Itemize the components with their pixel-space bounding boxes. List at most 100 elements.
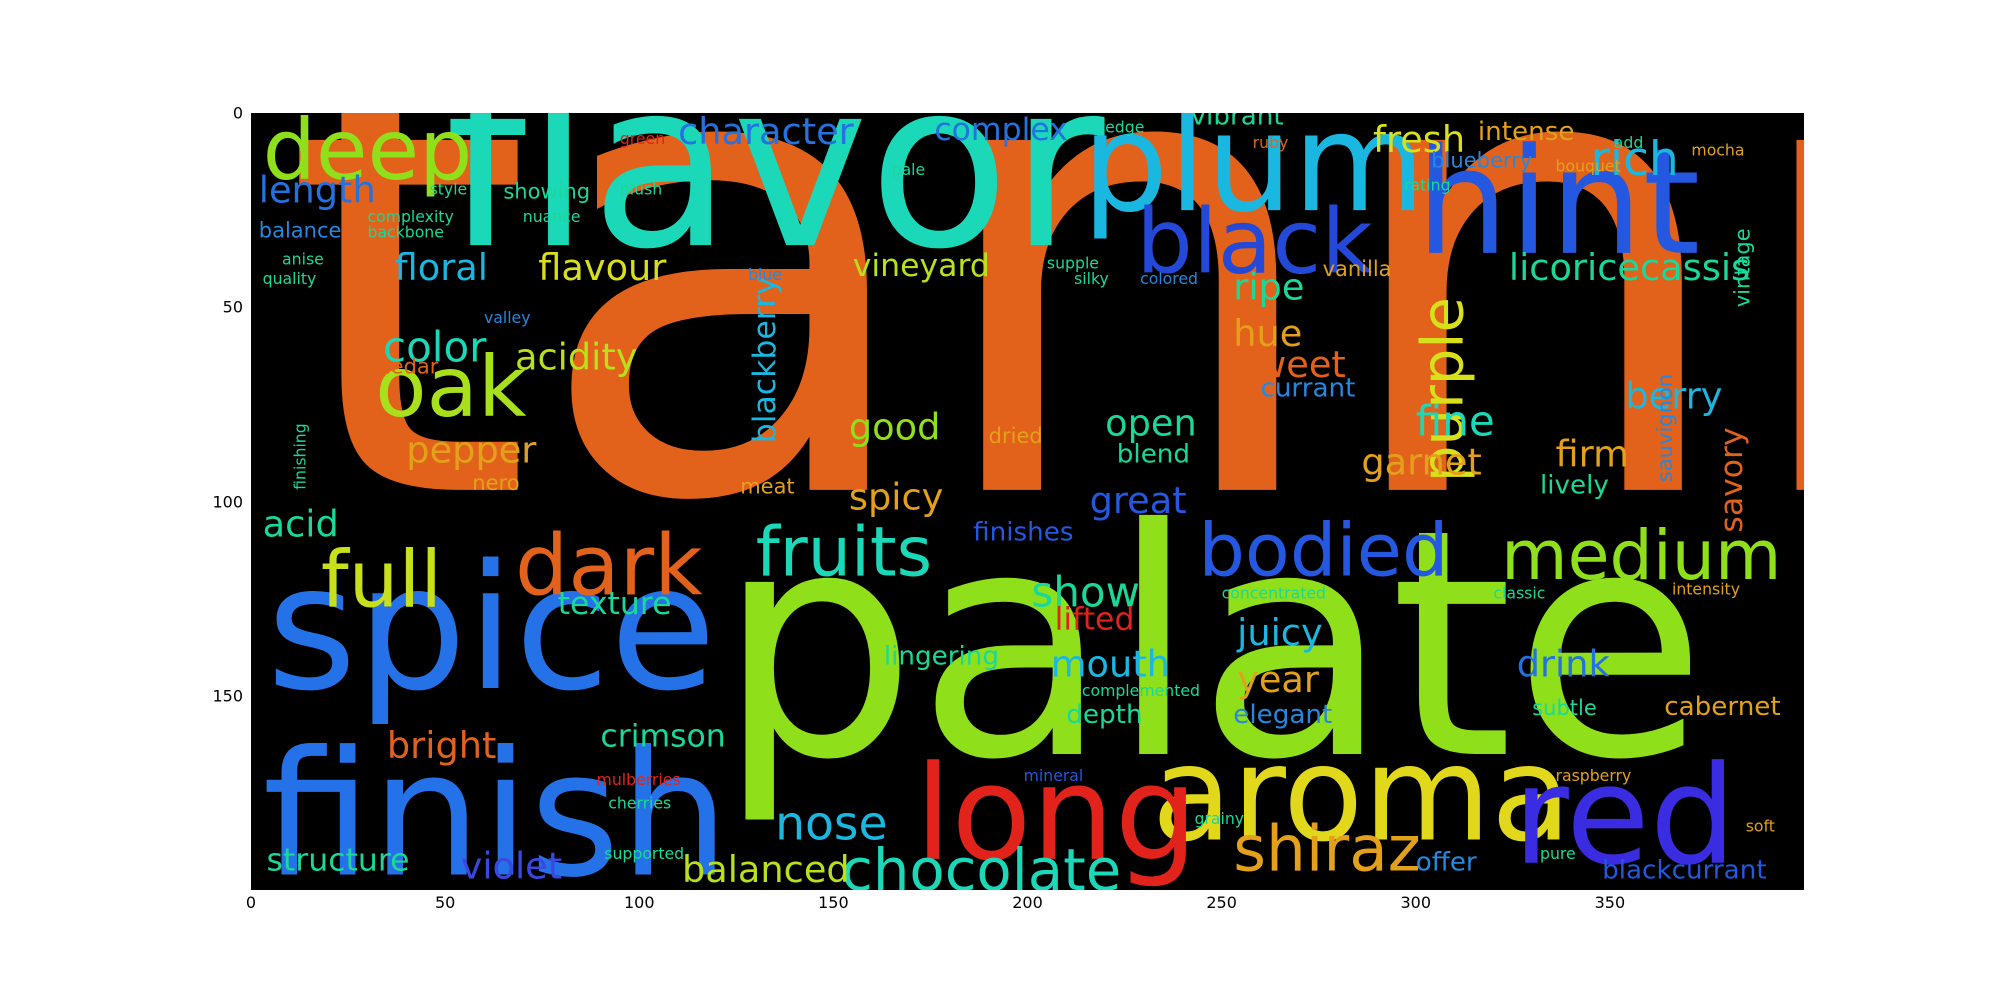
- x-tick-label: 100: [623, 893, 655, 912]
- word-violet: violet: [461, 844, 563, 887]
- word-currant: currant: [1260, 374, 1355, 404]
- word-edge: edge: [1105, 117, 1144, 136]
- y-tick-label: 0: [232, 103, 243, 123]
- word-silky: silky: [1074, 269, 1109, 288]
- word-crimson: crimson: [600, 718, 725, 754]
- y-tick-mark: [251, 501, 257, 503]
- x-tick-mark: [1609, 884, 1611, 890]
- word-deep: deep: [263, 113, 473, 199]
- word-bodied: bodied: [1198, 508, 1448, 593]
- word-vintage: vintage: [1731, 228, 1755, 307]
- word-color: color: [383, 323, 487, 372]
- word-finish: finish: [263, 713, 730, 890]
- word-finishes: finishes: [973, 517, 1073, 547]
- word-full: full: [321, 533, 442, 625]
- word-structure: structure: [267, 843, 410, 879]
- word-backbone: backbone: [367, 222, 443, 241]
- word-ripe: ripe: [1233, 265, 1304, 308]
- word-hint: hint: [1416, 117, 1701, 288]
- word-nuance: nuance: [523, 207, 581, 226]
- word-elegant: elegant: [1233, 700, 1332, 730]
- word-mulberries: mulberries: [597, 770, 681, 789]
- word-bouquet: bouquet: [1556, 156, 1621, 175]
- word-depth: depth: [1066, 700, 1142, 730]
- x-tick-label: 250: [1206, 893, 1237, 912]
- y-tick-label: 100: [212, 492, 243, 511]
- word-pale: pale: [892, 160, 926, 179]
- x-tick-mark: [1221, 884, 1223, 890]
- word-firm: firm: [1556, 433, 1629, 476]
- word-style: style: [430, 180, 468, 199]
- word-fine: fine: [1416, 396, 1495, 445]
- word-complex: complex: [934, 113, 1068, 148]
- word-fresh: fresh: [1373, 118, 1465, 161]
- word-blueberry: blueberry: [1431, 148, 1532, 172]
- word-red: red: [1513, 737, 1737, 890]
- x-tick-label: 300: [1400, 893, 1432, 912]
- word-purple: purple: [1408, 297, 1476, 482]
- word-flavour: flavour: [538, 246, 667, 289]
- word-sauvignon: sauvignon: [1653, 374, 1677, 482]
- y-tick-mark: [251, 307, 257, 309]
- word-floral: floral: [395, 246, 488, 289]
- word-concentrated: concentrated: [1222, 584, 1326, 603]
- word-intensity: intensity: [1672, 580, 1740, 599]
- word-cedar: cedar: [379, 354, 439, 378]
- word-balance: balance: [259, 218, 342, 242]
- word-mineral: mineral: [1024, 766, 1084, 785]
- word-hue: hue: [1233, 312, 1302, 355]
- word-anise: anise: [282, 250, 324, 269]
- word-character: character: [678, 113, 855, 153]
- word-show: show: [1031, 567, 1140, 616]
- word-texture: texture: [558, 586, 672, 622]
- word-cherry: cherry: [976, 315, 1037, 482]
- word-cherries: cherries: [608, 793, 671, 812]
- x-tick-label: 350: [1594, 893, 1626, 912]
- x-tick-label: 150: [818, 893, 849, 912]
- word-subtle: subtle: [1532, 696, 1597, 720]
- word-blue: blue: [748, 265, 782, 284]
- word-intense: intense: [1478, 117, 1575, 147]
- word-year: year: [1237, 658, 1320, 701]
- word-add: add: [1614, 133, 1644, 152]
- word-oak: oak: [375, 338, 527, 436]
- x-tick-label: 0: [245, 893, 257, 912]
- word-mocha: mocha: [1691, 141, 1744, 160]
- word-chocolate: chocolate: [841, 836, 1121, 890]
- word-palate: palate: [717, 463, 1707, 829]
- word-blackberry: blackberry: [747, 276, 783, 443]
- word-blend: blend: [1117, 440, 1190, 470]
- word-dried: dried: [989, 424, 1043, 448]
- word-tannin: tannin: [282, 113, 1804, 641]
- word-nero: nero: [472, 471, 519, 495]
- word-cabernet: cabernet: [1664, 692, 1780, 722]
- word-colored: colored: [1140, 269, 1198, 288]
- word-dark: dark: [515, 517, 703, 615]
- x-tick-label: 200: [1012, 893, 1043, 912]
- word-plum: plum: [1082, 113, 1426, 243]
- word-mouth: mouth: [1051, 642, 1170, 685]
- word-complexity: complexity: [367, 207, 453, 226]
- y-tick-mark: [251, 113, 257, 114]
- word-vineyard: vineyard: [853, 248, 990, 284]
- word-shiraz: shiraz: [1233, 813, 1421, 886]
- word-valley: valley: [484, 308, 531, 327]
- y-tick-label: 50: [222, 297, 243, 317]
- word-ruby: ruby: [1253, 133, 1289, 152]
- word-quality: quality: [263, 269, 317, 288]
- word-vanilla: vanilla: [1323, 257, 1392, 281]
- word-fruits: fruits: [756, 513, 932, 592]
- x-tick-label: 50: [434, 893, 456, 912]
- word-drink: drink: [1517, 642, 1611, 685]
- word-pepper: pepper: [406, 429, 537, 472]
- word-supple: supple: [1047, 253, 1099, 272]
- word-green: green: [620, 129, 665, 148]
- word-lively: lively: [1540, 471, 1609, 501]
- word-bright: bright: [387, 724, 497, 767]
- word-rating: rating: [1404, 176, 1450, 195]
- word-spicy: spicy: [849, 475, 943, 518]
- word-long: long: [915, 737, 1198, 890]
- x-tick-mark: [1027, 884, 1029, 890]
- word-soft: soft: [1746, 817, 1775, 836]
